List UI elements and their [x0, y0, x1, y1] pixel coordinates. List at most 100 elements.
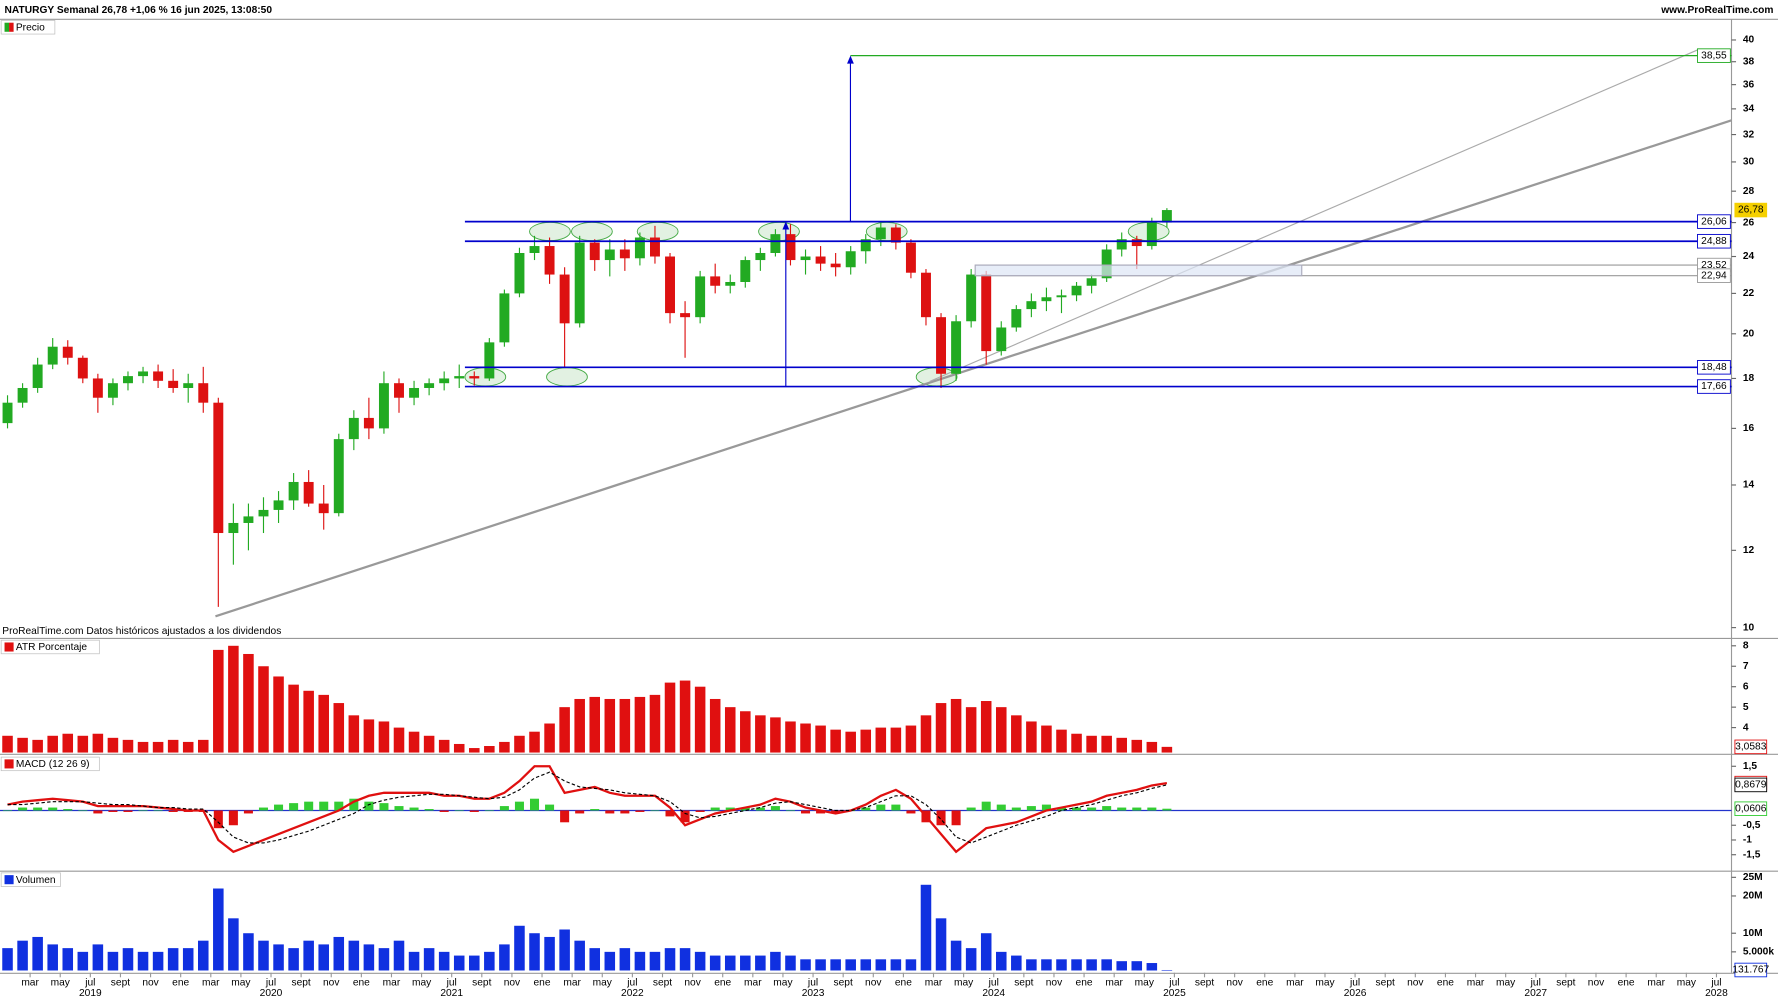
bar — [694, 951, 706, 971]
candle-body — [860, 239, 871, 252]
x-tick-label: mar — [1647, 978, 1665, 989]
bar — [785, 721, 796, 753]
histogram-bar — [1072, 807, 1082, 811]
y-tick-label: -1 — [1743, 835, 1752, 846]
candle-body — [1026, 301, 1037, 310]
bar — [649, 951, 661, 971]
bar — [167, 739, 179, 753]
candle-body — [439, 378, 450, 384]
panel-title: Volumen — [16, 875, 56, 886]
bar — [107, 737, 119, 753]
bar — [965, 707, 977, 753]
histogram-bar — [499, 806, 509, 811]
candle-body — [92, 378, 103, 398]
bar — [1161, 746, 1173, 753]
legend-swatch — [4, 642, 14, 652]
value-label: 26,78 — [1738, 205, 1764, 216]
zone — [974, 264, 1303, 277]
bar — [995, 951, 1007, 971]
value-box — [1734, 739, 1768, 755]
legend-swatch — [4, 22, 10, 32]
bar — [905, 959, 917, 971]
candle-body — [484, 342, 495, 379]
y-tick-label: 1,5 — [1743, 761, 1758, 772]
candle-body — [1086, 278, 1097, 286]
candle-body — [649, 237, 660, 257]
x-tick-label: mar — [1286, 978, 1304, 989]
candle-body — [665, 256, 675, 314]
y-tick-label: 14 — [1743, 480, 1755, 491]
bar — [484, 951, 495, 971]
candle-body — [2, 402, 13, 424]
histogram-bar — [575, 810, 585, 814]
bar — [423, 735, 435, 753]
bar — [1086, 959, 1097, 971]
bar — [243, 653, 254, 753]
bar — [724, 707, 736, 753]
bar — [499, 741, 510, 753]
y-tick-label: 26 — [1743, 217, 1755, 228]
y-tick-label: 40 — [1743, 35, 1755, 46]
bar — [875, 727, 887, 753]
histogram-bar — [349, 798, 359, 811]
bar — [589, 948, 601, 971]
bar — [1041, 725, 1052, 753]
x-tick-label: sept — [1014, 978, 1033, 989]
bar — [1011, 715, 1022, 753]
candle-body — [454, 376, 465, 379]
bar — [303, 690, 314, 753]
value-box — [1734, 801, 1768, 816]
candle-body — [875, 227, 886, 240]
panel-note: ProRealTime.com Datos históricos ajustad… — [2, 626, 281, 637]
histogram-bar — [138, 810, 148, 812]
x-tick-label: sept — [1376, 978, 1395, 989]
histogram-bar — [966, 807, 976, 811]
candle-body — [32, 364, 43, 388]
bar — [258, 666, 269, 753]
value-label: 26,06 — [1701, 216, 1727, 227]
candle-body — [77, 357, 88, 379]
bar — [408, 731, 420, 753]
bar — [905, 725, 917, 753]
histogram-bar — [424, 809, 434, 811]
x-tick-label: nov — [1407, 978, 1424, 989]
bar — [288, 948, 299, 971]
bar — [197, 940, 209, 971]
bar — [318, 944, 329, 971]
x-tick-label: sept — [472, 978, 491, 989]
x-tick-label: ene — [534, 978, 551, 989]
bar — [740, 711, 751, 753]
y-tick-label: 28 — [1743, 186, 1755, 197]
bar — [830, 959, 841, 971]
candle-body — [363, 417, 374, 429]
x-tick-label: nov — [504, 978, 521, 989]
bar — [1041, 959, 1052, 971]
bar — [529, 933, 540, 971]
ellipse — [865, 222, 908, 242]
bar — [2, 948, 13, 971]
trend-line — [929, 49, 1698, 382]
value-label: 0,8679 — [1735, 780, 1767, 791]
candle-body — [168, 380, 179, 388]
bar — [1056, 959, 1067, 971]
candle-body — [740, 260, 751, 282]
x-tick-label: may — [51, 978, 71, 989]
bar — [574, 698, 585, 753]
x-tick-label: nov — [142, 978, 159, 989]
x-tick-label: sept — [291, 978, 310, 989]
candle-body — [288, 481, 299, 501]
bar — [1131, 961, 1143, 971]
x-tick-label: ene — [714, 978, 731, 989]
year-label: 2023 — [802, 988, 825, 999]
y-tick-label: 20 — [1743, 328, 1755, 339]
bar — [604, 698, 616, 753]
y-tick-label: 8 — [1743, 640, 1749, 651]
histogram-bar — [545, 804, 555, 811]
candle-body — [514, 252, 525, 294]
bar — [152, 741, 164, 753]
bar — [213, 888, 224, 971]
bar — [47, 735, 58, 753]
bar — [634, 696, 646, 753]
bar — [619, 698, 631, 753]
